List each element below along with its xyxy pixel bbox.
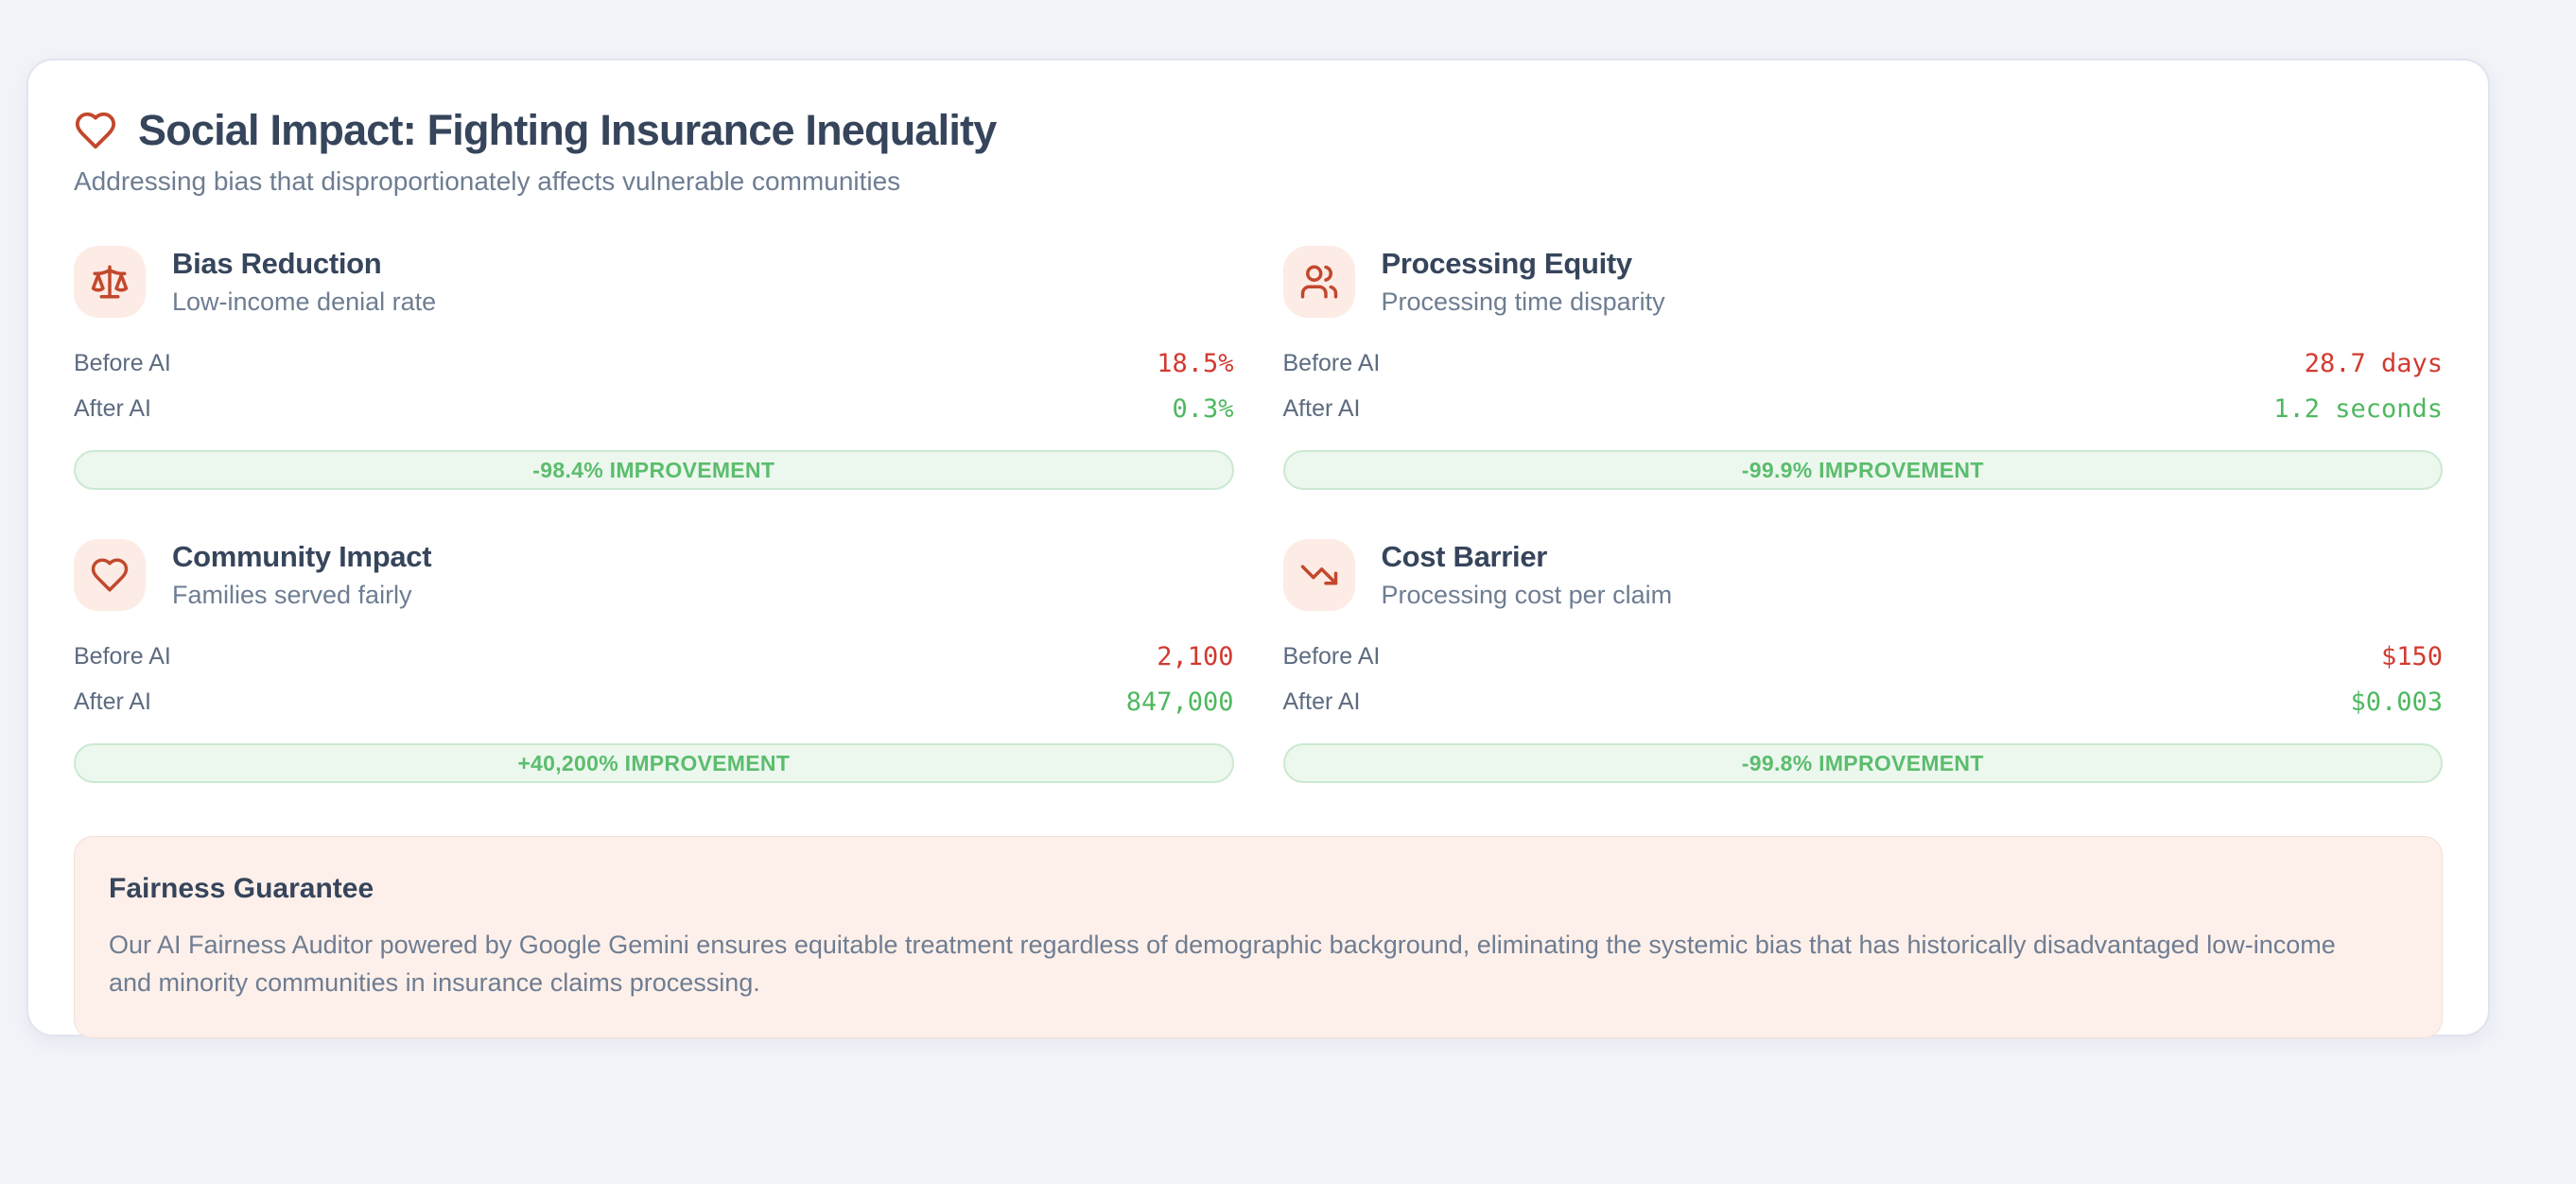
after-ai-label: After AI [1282,688,1361,715]
improvement-badge: -99.9% IMPROVEMENT [1282,450,2443,490]
before-ai-label: Before AI [74,642,171,670]
metric-title: Bias Reduction [172,247,382,280]
metric-community-impact: Community Impact Families served fairly … [74,539,1234,783]
after-ai-row: After AI 847,000 [74,679,1234,724]
before-ai-value: 2,100 [1157,641,1234,671]
after-ai-label: After AI [74,394,151,422]
before-ai-row: Before AI 2,100 [74,634,1234,679]
metric-subtitle: Families served fairly [172,581,412,609]
heart-icon [75,112,116,149]
improvement-badge: -99.8% IMPROVEMENT [1282,743,2443,783]
metric-title: Community Impact [172,540,432,573]
after-ai-row: After AI 0.3% [74,386,1234,431]
improvement-badge: +40,200% IMPROVEMENT [74,743,1234,783]
before-ai-label: Before AI [1282,349,1381,376]
page-subtitle: Addressing bias that disproportionately … [74,166,901,196]
trending-down-icon [1282,539,1355,611]
metric-subtitle: Processing time disparity [1381,287,1665,316]
card-header: Social Impact: Fighting Insurance Inequa… [74,106,2443,197]
metric-subtitle: Processing cost per claim [1381,581,1673,609]
metric-bias-reduction: Bias Reduction Low-income denial rate Be… [74,246,1234,490]
after-ai-value: 847,000 [1125,687,1234,717]
after-ai-label: After AI [74,688,151,715]
metric-cost-barrier: Cost Barrier Processing cost per claim B… [1282,539,2444,783]
after-ai-row: After AI $0.003 [1283,679,2444,724]
before-ai-row: Before AI 18.5% [74,340,1234,386]
page-title: Social Impact: Fighting Insurance Inequa… [138,106,997,154]
metric-title: Processing Equity [1381,247,1633,280]
after-ai-label: After AI [1282,394,1361,422]
heart-icon [74,539,146,611]
after-ai-value: 1.2 seconds [2273,393,2443,424]
before-ai-label: Before AI [1282,642,1381,670]
after-ai-value: 0.3% [1172,393,1234,424]
before-ai-value: $150 [2380,641,2443,671]
after-ai-value: $0.003 [2350,687,2443,717]
fairness-title: Fairness Guarantee [109,873,374,904]
before-ai-value: 28.7 days [2304,348,2443,378]
social-impact-card: Social Impact: Fighting Insurance Inequa… [26,59,2490,1038]
improvement-badge: -98.4% IMPROVEMENT [74,450,1234,490]
metric-processing-equity: Processing Equity Processing time dispar… [1282,246,2444,490]
before-ai-label: Before AI [74,349,171,376]
after-ai-row: After AI 1.2 seconds [1283,386,2444,431]
scale-icon [74,246,146,318]
before-ai-row: Before AI $150 [1283,634,2444,679]
fairness-guarantee-panel: Fairness Guarantee Our AI Fairness Audit… [74,836,2443,1038]
metric-subtitle: Low-income denial rate [172,287,437,316]
before-ai-row: Before AI 28.7 days [1283,340,2444,386]
metric-title: Cost Barrier [1381,540,1548,573]
before-ai-value: 18.5% [1157,348,1234,378]
users-icon [1282,246,1355,318]
fairness-body: Our AI Fairness Auditor powered by Googl… [109,931,2336,997]
metrics-grid: Bias Reduction Low-income denial rate Be… [74,246,2443,783]
